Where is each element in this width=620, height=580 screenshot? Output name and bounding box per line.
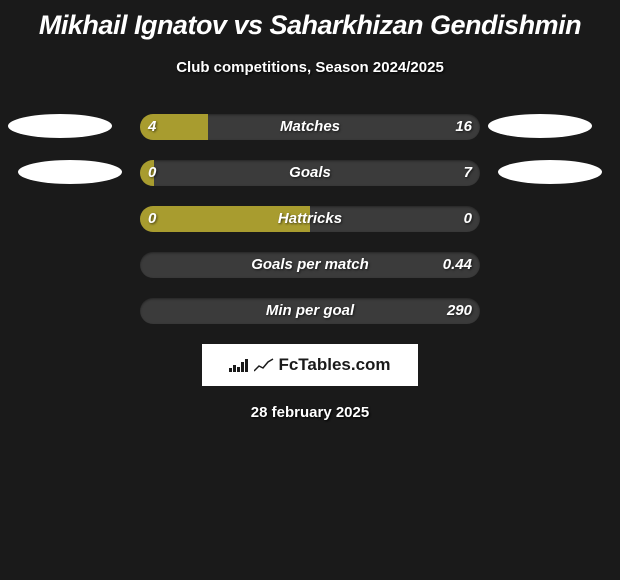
bar-track: Goals — [140, 160, 480, 186]
bar-track: Hattricks — [140, 206, 480, 232]
stat-row: Goals0 7 — [0, 160, 620, 186]
date-text: 28 february 2025 — [0, 404, 620, 421]
player-right-ellipse — [488, 114, 592, 138]
player-left-ellipse — [18, 160, 122, 184]
stat-row: Matches4 16 — [0, 114, 620, 140]
bar-label: Min per goal — [140, 298, 480, 324]
bar-label: Hattricks — [140, 206, 480, 232]
value-right: 16 — [455, 114, 472, 140]
bar-label: Goals — [140, 160, 480, 186]
value-right: 7 — [464, 160, 472, 186]
stat-row: Goals per match0.44 — [0, 252, 620, 278]
logo-text: FcTables.com — [278, 355, 390, 375]
stat-row: Hattricks0 0 — [0, 206, 620, 232]
logo-box: FcTables.com — [202, 344, 418, 386]
value-left: 0 — [148, 160, 156, 186]
value-right: 0 — [464, 206, 472, 232]
bar-track: Goals per match — [140, 252, 480, 278]
value-right: 0.44 — [443, 252, 472, 278]
bar-track: Min per goal — [140, 298, 480, 324]
page-title: Mikhail Ignatov vs Saharkhizan Gendishmi… — [0, 0, 620, 41]
bar-track: Matches — [140, 114, 480, 140]
subtitle: Club competitions, Season 2024/2025 — [0, 59, 620, 76]
value-left: 4 — [148, 114, 156, 140]
logo-bars-icon — [229, 359, 248, 372]
value-left: 0 — [148, 206, 156, 232]
logo-line-icon — [254, 358, 274, 372]
player-right-ellipse — [498, 160, 602, 184]
player-left-ellipse — [8, 114, 112, 138]
chart-area: Matches416Goals07Hattricks00Goals per ma… — [0, 114, 620, 324]
value-right: 290 — [447, 298, 472, 324]
stat-row: Min per goal290 — [0, 298, 620, 324]
bar-label: Goals per match — [140, 252, 480, 278]
bar-label: Matches — [140, 114, 480, 140]
